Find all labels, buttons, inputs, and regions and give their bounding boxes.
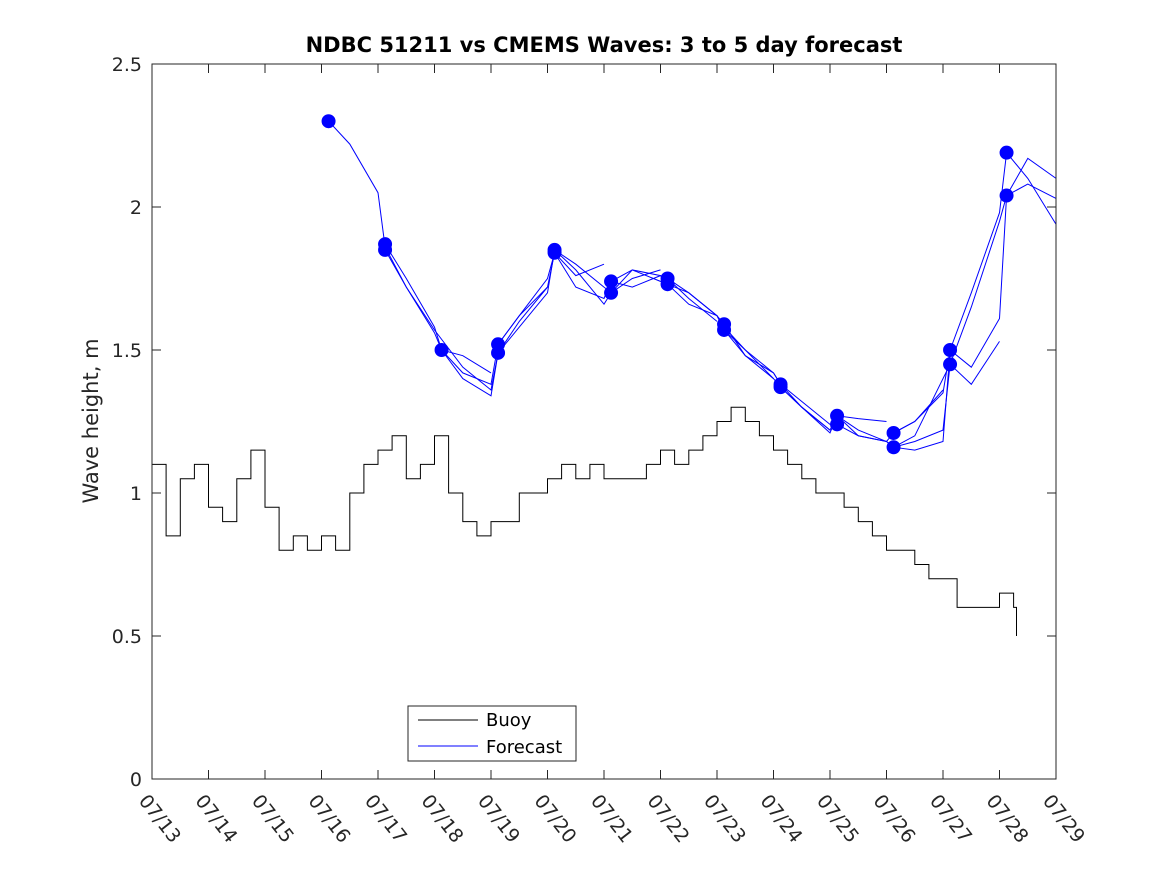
y-tick-label: 2 bbox=[130, 197, 142, 219]
x-tick-label: 07/19 bbox=[473, 791, 524, 848]
x-tick-label: 07/25 bbox=[812, 791, 863, 848]
x-tick-label: 07/29 bbox=[1038, 791, 1089, 848]
forecast-marker bbox=[717, 322, 732, 337]
forecast-marker bbox=[830, 417, 845, 432]
y-tick-label: 0.5 bbox=[112, 626, 142, 648]
forecast-marker bbox=[943, 343, 958, 357]
y-tick-label: 0 bbox=[130, 769, 142, 791]
forecast-series-line-13 bbox=[893, 157, 1057, 448]
legend-forecast-label: Forecast bbox=[486, 737, 562, 758]
forecast-marker bbox=[999, 145, 1014, 160]
legend-buoy-label: Buoy bbox=[486, 710, 532, 731]
forecast-marker bbox=[378, 242, 393, 257]
forecast-marker bbox=[773, 380, 788, 395]
forecast-marker bbox=[886, 440, 901, 455]
x-tick-label: 07/16 bbox=[304, 791, 355, 848]
x-tick-label: 07/23 bbox=[699, 791, 750, 848]
forecast-marker bbox=[491, 345, 506, 360]
x-tick-label: 07/18 bbox=[417, 791, 468, 848]
plot-area bbox=[152, 64, 1056, 779]
y-tick-label: 2.5 bbox=[112, 54, 142, 76]
x-tick-label: 07/14 bbox=[191, 791, 242, 848]
buoy-series-line bbox=[152, 406, 1017, 636]
forecast-marker bbox=[434, 343, 449, 357]
x-tick-label: 07/20 bbox=[530, 791, 581, 848]
x-tick-label: 07/22 bbox=[643, 791, 694, 848]
x-tick-label: 07/24 bbox=[756, 791, 807, 848]
x-tick-label: 07/26 bbox=[869, 791, 920, 848]
forecast-marker bbox=[321, 114, 336, 129]
forecast-marker bbox=[943, 357, 958, 372]
y-axis-label: Wave height, m bbox=[79, 338, 103, 503]
chart-title: NDBC 51211 vs CMEMS Waves: 3 to 5 day fo… bbox=[306, 33, 903, 57]
legend: Buoy Forecast bbox=[407, 705, 577, 762]
x-tick-label: 07/15 bbox=[247, 791, 298, 848]
x-tick-label: 07/13 bbox=[134, 791, 185, 848]
y-tick-label: 1.5 bbox=[112, 340, 142, 362]
forecast-marker bbox=[886, 425, 901, 440]
legend-box bbox=[407, 705, 577, 762]
x-tick-label: 07/27 bbox=[925, 791, 976, 848]
forecast-marker bbox=[660, 277, 675, 292]
forecast-marker bbox=[999, 188, 1014, 203]
x-tick-label: 07/28 bbox=[982, 791, 1033, 848]
forecast-marker bbox=[604, 285, 619, 300]
forecast-marker bbox=[547, 245, 562, 260]
x-tick-label: 07/17 bbox=[360, 791, 411, 848]
x-tick-label: 07/21 bbox=[586, 791, 637, 848]
marker-layer bbox=[321, 114, 1014, 455]
y-tick-label: 1 bbox=[130, 483, 142, 505]
